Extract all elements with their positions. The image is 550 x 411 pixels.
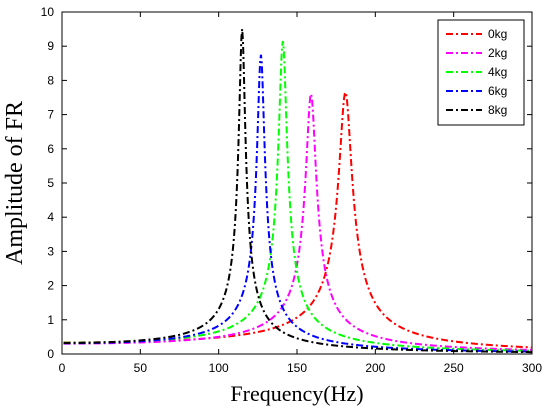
y-tick-label: 10 xyxy=(41,5,55,19)
x-tick-label: 250 xyxy=(444,361,464,375)
y-tick-label: 6 xyxy=(47,142,54,156)
x-tick-label: 150 xyxy=(287,361,307,375)
legend-entry-0kg: 0kg xyxy=(488,27,507,41)
legend: 0kg 2kg 4kg 6kg 8kg xyxy=(437,19,525,126)
y-axis-label: Amplitude of FR xyxy=(2,101,28,265)
legend-entry-2kg: 2kg xyxy=(488,46,507,60)
x-tick-label: 300 xyxy=(522,361,542,375)
x-axis-label: Frequency(Hz) xyxy=(230,381,363,406)
y-axis-ticks: 0 1 2 3 4 5 6 7 8 9 10 xyxy=(41,5,532,361)
x-tick-label: 0 xyxy=(59,361,66,375)
x-tick-label: 50 xyxy=(134,361,148,375)
y-tick-label: 2 xyxy=(47,279,54,293)
y-tick-label: 5 xyxy=(47,176,54,190)
y-tick-label: 8 xyxy=(47,73,54,87)
legend-entry-6kg: 6kg xyxy=(488,84,507,98)
series-line-8kg xyxy=(63,29,533,354)
x-tick-label: 200 xyxy=(365,361,385,375)
series-lines xyxy=(63,29,533,354)
x-tick-label: 100 xyxy=(209,361,229,375)
series-line-2kg xyxy=(63,90,533,351)
y-tick-label: 0 xyxy=(47,347,54,361)
legend-entry-4kg: 4kg xyxy=(488,65,507,79)
y-tick-label: 7 xyxy=(47,108,54,122)
legend-entry-8kg: 8kg xyxy=(488,103,507,117)
y-tick-label: 3 xyxy=(47,244,54,258)
y-tick-label: 9 xyxy=(47,39,54,53)
y-tick-label: 4 xyxy=(47,210,54,224)
y-tick-label: 1 xyxy=(47,313,54,327)
x-axis-ticks: 0 50 100 150 200 250 300 xyxy=(59,12,542,375)
